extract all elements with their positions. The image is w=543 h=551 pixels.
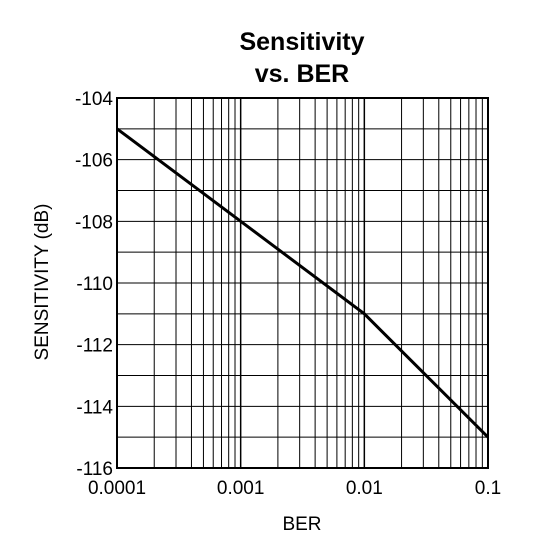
x-axis-label: BER [282, 514, 321, 535]
y-tick-label: -108 [75, 212, 113, 233]
chart-title-line-1: Sensitivity [239, 28, 364, 56]
y-tick-label: -116 [76, 459, 113, 480]
y-tick-label: -106 [75, 151, 113, 172]
y-tick-label: -104 [75, 89, 113, 110]
y-tick-labels: -104 -106 -108 -110 -112 -114 -116 [75, 89, 113, 480]
plot-frame [116, 97, 489, 469]
series-line [116, 127, 490, 439]
y-tick-label: -112 [76, 336, 113, 357]
x-tick-label: 0.01 [346, 478, 383, 499]
grid [117, 98, 488, 468]
y-axis-label: SENSITIVITY (dB) [32, 204, 53, 361]
x-tick-label: 0.0001 [88, 478, 146, 499]
chart-title-line-2: vs. BER [255, 60, 349, 88]
x-tick-label: 0.001 [217, 478, 265, 499]
y-tick-label: -110 [76, 274, 113, 295]
x-tick-labels: 0.0001 0.001 0.01 0.1 [88, 478, 501, 499]
y-tick-label: -114 [76, 397, 113, 418]
x-tick-label: 0.1 [475, 478, 501, 499]
